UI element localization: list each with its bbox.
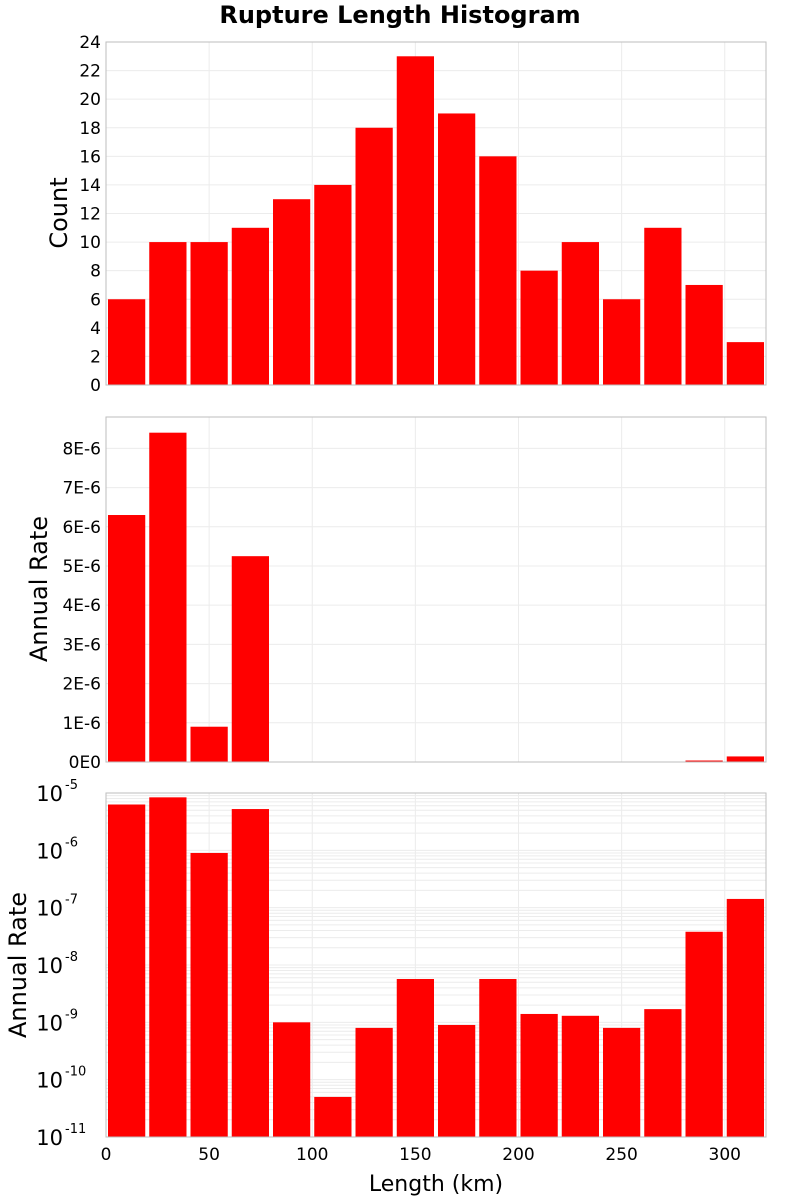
x-axis-label: Length (km) xyxy=(369,1172,503,1197)
histogram-bar xyxy=(396,978,434,1137)
y-tick-label: 18 xyxy=(79,119,101,139)
y-tick-label: 2 xyxy=(90,347,101,367)
histogram-bar xyxy=(520,270,558,385)
histogram-bar xyxy=(231,809,269,1137)
histogram-bar xyxy=(603,1027,641,1137)
x-tick-label: 300 xyxy=(709,1145,741,1165)
plot-area xyxy=(106,417,766,762)
y-tick-label: 7E-6 xyxy=(62,479,101,499)
histogram-bar xyxy=(149,242,187,385)
y-tick-label: 2E-6 xyxy=(62,675,101,695)
plot-frame xyxy=(105,792,767,1138)
x-tick-label: 150 xyxy=(399,1145,431,1165)
histogram-bar xyxy=(685,284,723,385)
x-tick-label: 200 xyxy=(502,1145,534,1165)
y-tick-label-base: 10 xyxy=(36,839,63,863)
histogram-bar xyxy=(355,1027,393,1137)
histogram-bar xyxy=(561,242,599,385)
histogram-bar xyxy=(644,1009,682,1137)
y-tick-label: 10 xyxy=(79,233,101,253)
plot-frame xyxy=(105,416,767,763)
y-tick-label: 6 xyxy=(90,290,101,310)
y-tick-label-exponent: -11 xyxy=(65,1122,86,1137)
y-tick-label: 14 xyxy=(79,176,101,196)
histogram-bar xyxy=(685,931,723,1137)
histogram-bar xyxy=(190,726,228,762)
x-tick-label: 250 xyxy=(605,1145,637,1165)
histogram-bar xyxy=(231,227,269,385)
y-tick-label-base: 10 xyxy=(36,1126,63,1150)
histogram-bar xyxy=(603,299,641,385)
histogram-bar xyxy=(561,1015,599,1137)
histogram-bar xyxy=(644,227,682,385)
annual-rate-linear-panel: 0E0 1E-6 2E-6 3E-6 4E-6 5E-6 6E-6 7E-6 8E-6 xyxy=(62,416,767,773)
y-tick-label: 4E-6 xyxy=(62,596,101,616)
histogram-bar xyxy=(479,156,517,385)
histogram-bar xyxy=(520,1013,558,1137)
y-tick-label: 16 xyxy=(79,147,101,167)
y-tick-label-base: 10 xyxy=(36,1011,63,1035)
histogram-bar xyxy=(149,432,187,762)
histogram-bar xyxy=(149,797,187,1137)
y-tick-label: 4 xyxy=(90,319,101,339)
histogram-bar xyxy=(108,299,146,385)
y-tick-label: 8E-6 xyxy=(62,439,101,459)
histogram-bar xyxy=(726,898,764,1137)
y-tick-label-exponent: -8 xyxy=(65,950,78,965)
histogram-bar xyxy=(355,127,393,385)
y-tick-label-base: 10 xyxy=(36,897,63,921)
y-tick-label-exponent: -10 xyxy=(65,1065,86,1080)
y-tick-label-exponent: -9 xyxy=(65,1007,78,1022)
y-tick-label-base: 10 xyxy=(36,1069,63,1093)
histogram-bar xyxy=(479,978,517,1137)
y-tick-label: 0E0 xyxy=(69,753,101,773)
y-tick-label: 12 xyxy=(79,205,101,225)
y-tick-label-base: 10 xyxy=(36,782,63,806)
y-tick-label: 5E-6 xyxy=(62,557,101,577)
histogram-bar xyxy=(685,760,723,762)
histogram-bar xyxy=(314,1096,352,1137)
y-tick-label: 20 xyxy=(79,90,101,110)
y-tick-label: 1E-6 xyxy=(62,714,101,734)
middle-y-axis-label: Annual Rate xyxy=(25,516,53,662)
bottom-y-axis-label: Annual Rate xyxy=(4,892,32,1038)
y-tick-label: 3E-6 xyxy=(62,635,101,655)
y-tick-label: 6E-6 xyxy=(62,518,101,538)
histogram-bar xyxy=(190,242,228,385)
histogram-bar xyxy=(108,804,146,1137)
top-y-axis-label: Count xyxy=(45,177,73,248)
histogram-bar xyxy=(190,852,228,1137)
histogram-bar xyxy=(396,56,434,386)
histogram-bar xyxy=(314,184,352,385)
y-tick-label-exponent: -7 xyxy=(65,893,78,908)
histogram-bar xyxy=(273,1022,311,1137)
chart-title: Rupture Length Histogram xyxy=(219,1,580,29)
y-tick-label: 24 xyxy=(79,33,101,53)
histogram-bar xyxy=(726,756,764,762)
y-tick-label-exponent: -6 xyxy=(65,835,78,850)
y-tick-label: 22 xyxy=(79,62,101,82)
y-tick-label: 0 xyxy=(90,376,101,396)
histogram-bar xyxy=(438,1024,476,1137)
histogram-bar xyxy=(438,113,476,385)
y-tick-label-base: 10 xyxy=(36,954,63,978)
y-tick-label-exponent: -5 xyxy=(65,778,78,793)
plot-frame xyxy=(105,41,767,386)
x-tick-label: 50 xyxy=(198,1145,220,1165)
y-tick-label: 8 xyxy=(90,262,101,282)
histogram-bar xyxy=(108,515,146,762)
histogram-bar xyxy=(231,556,269,762)
histogram-bar xyxy=(726,342,764,385)
x-tick-label: 100 xyxy=(296,1145,328,1165)
histogram-bar xyxy=(273,199,311,385)
x-tick-label: 0 xyxy=(101,1145,112,1165)
